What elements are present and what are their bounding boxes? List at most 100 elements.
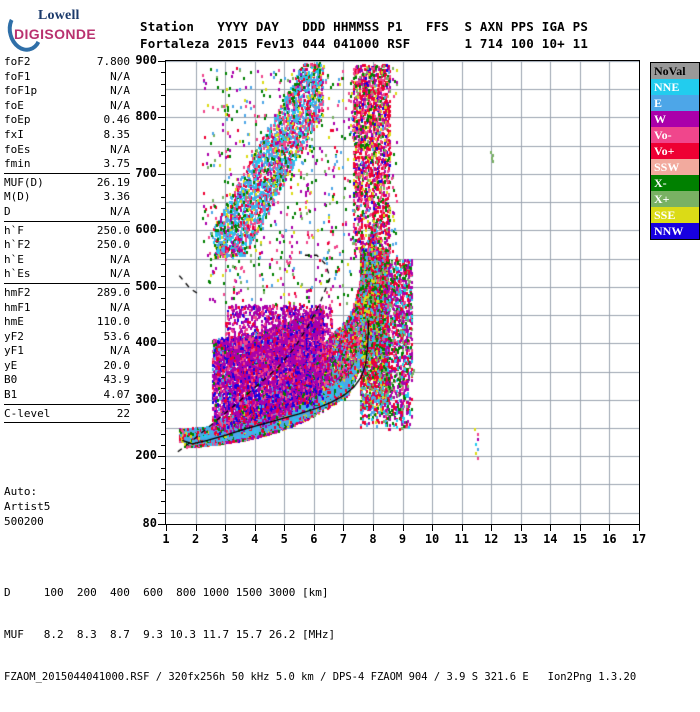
param-row: yF2 53.6	[4, 330, 130, 345]
autoscaling-info: Auto: Artist5 500200	[4, 484, 50, 529]
param-row: foEs N/A	[4, 143, 130, 158]
x-axis-tick	[432, 525, 433, 531]
x-axis-tick	[403, 525, 404, 531]
x-axis-label: 7	[339, 532, 347, 546]
param-value: 22	[116, 406, 130, 420]
y-axis-minor-tick	[161, 309, 165, 310]
y-axis-minor-tick	[161, 253, 165, 254]
param-row: D N/A	[4, 205, 130, 220]
x-axis-label: 5	[280, 532, 288, 546]
y-axis-minor-tick	[161, 388, 165, 389]
x-axis-tick	[609, 525, 610, 531]
logo-digisonde-text: DIGISONDE	[14, 26, 97, 42]
x-axis-tick	[521, 525, 522, 531]
param-row: foE N/A	[4, 99, 130, 114]
legend-item-e[interactable]: E	[651, 95, 699, 111]
y-axis-minor-tick	[161, 501, 165, 502]
x-axis-tick	[225, 525, 226, 531]
legend-item-x[interactable]: X-	[651, 175, 699, 191]
param-key: D	[4, 204, 11, 218]
param-value: N/A	[110, 267, 130, 281]
y-axis-minor-tick	[161, 377, 165, 378]
x-axis-label: 4	[251, 532, 259, 546]
x-axis-tick	[491, 525, 492, 531]
ionogram-plot-area[interactable]	[165, 60, 640, 525]
y-axis-minor-tick	[161, 95, 165, 96]
y-axis-minor-tick	[161, 298, 165, 299]
y-axis-minor-tick	[161, 163, 165, 164]
x-axis-tick	[462, 525, 463, 531]
footer-distance-row: D 100 200 400 600 800 1000 1500 3000 [km…	[4, 586, 329, 599]
y-axis-minor-tick	[161, 197, 165, 198]
y-axis-minor-tick	[161, 321, 165, 322]
param-row: yF1 N/A	[4, 344, 130, 359]
param-row: M(D) 3.36	[4, 190, 130, 205]
param-value: 3.75	[103, 157, 131, 171]
y-axis-tick	[158, 230, 165, 231]
param-key: yE	[4, 358, 18, 372]
y-axis-label: 600	[135, 222, 157, 237]
param-key: h`F	[4, 223, 24, 237]
y-axis-minor-tick	[161, 140, 165, 141]
x-axis-tick	[255, 525, 256, 531]
y-axis-minor-tick	[161, 276, 165, 277]
legend-item-ssw[interactable]: SSW	[651, 159, 699, 175]
y-axis-minor-tick	[161, 434, 165, 435]
y-axis-minor-tick	[161, 366, 165, 367]
header-labels-row: Station YYYY DAY DDD HHMMSS P1 FFS S AXN…	[140, 19, 589, 34]
legend-item-sse[interactable]: SSE	[651, 207, 699, 223]
param-row: foF1p N/A	[4, 84, 130, 99]
param-divider	[4, 220, 130, 222]
x-axis-label: 3	[221, 532, 229, 546]
y-axis-minor-tick	[161, 185, 165, 186]
y-axis-label: 700	[135, 165, 157, 180]
param-row: B0 43.9	[4, 373, 130, 388]
param-key: fmin	[4, 157, 31, 171]
y-axis-label: 900	[135, 53, 157, 67]
legend-item-vo[interactable]: Vo-	[651, 127, 699, 143]
y-axis-label: 300	[135, 391, 157, 406]
y-axis-minor-tick	[161, 129, 165, 130]
x-axis-label: 9	[398, 532, 407, 546]
param-row: fmin 3.75	[4, 157, 130, 172]
param-value: N/A	[110, 69, 130, 83]
param-value: N/A	[110, 252, 130, 266]
y-axis-minor-tick	[161, 468, 165, 469]
param-key: fxI	[4, 127, 24, 141]
x-axis-label: 13	[513, 532, 528, 546]
y-axis-tick	[158, 456, 165, 457]
param-key: h`Es	[4, 267, 31, 281]
param-row: hmF2 289.0	[4, 286, 130, 301]
param-value: N/A	[110, 84, 130, 98]
echo-direction-legend: NoVal NNE E W Vo- Vo+ SSW X- X+ SSE NNW	[650, 62, 700, 240]
y-axis-minor-tick	[161, 151, 165, 152]
x-axis-tick	[550, 525, 551, 531]
x-axis-label: 10	[424, 532, 440, 546]
y-axis-tick	[158, 524, 165, 525]
param-key: foEs	[4, 142, 31, 156]
legend-item-vo[interactable]: Vo+	[651, 143, 699, 159]
legend-item-w[interactable]: W	[651, 111, 699, 127]
ionogram-canvas[interactable]	[166, 61, 639, 524]
y-axis-minor-tick	[161, 72, 165, 73]
auto-line: 500200	[4, 515, 44, 528]
param-row: C-level 22	[4, 407, 130, 422]
x-axis-tick	[373, 525, 374, 531]
legend-item-nnw[interactable]: NNW	[651, 223, 699, 239]
param-divider	[4, 403, 130, 405]
footer-muf-row: MUF 8.2 8.3 8.7 9.3 10.3 11.7 15.7 26.2 …	[4, 628, 336, 641]
legend-item-noval[interactable]: NoVal	[651, 63, 699, 79]
y-axis-label: 800	[135, 109, 157, 124]
legend-item-x[interactable]: X+	[651, 191, 699, 207]
y-axis-label: 80	[142, 516, 157, 530]
y-axis-minor-tick	[161, 106, 165, 107]
logo-lowell-text: Lowell	[38, 8, 80, 23]
param-key: foF2	[4, 55, 31, 68]
param-value: 26.19	[96, 175, 130, 189]
x-axis-label: 14	[543, 532, 558, 546]
x-axis-tick	[314, 525, 315, 531]
legend-item-nne[interactable]: NNE	[651, 79, 699, 95]
y-axis-label: 500	[135, 278, 157, 293]
auto-line: Auto:	[4, 485, 38, 498]
y-axis-minor-tick	[161, 490, 165, 491]
